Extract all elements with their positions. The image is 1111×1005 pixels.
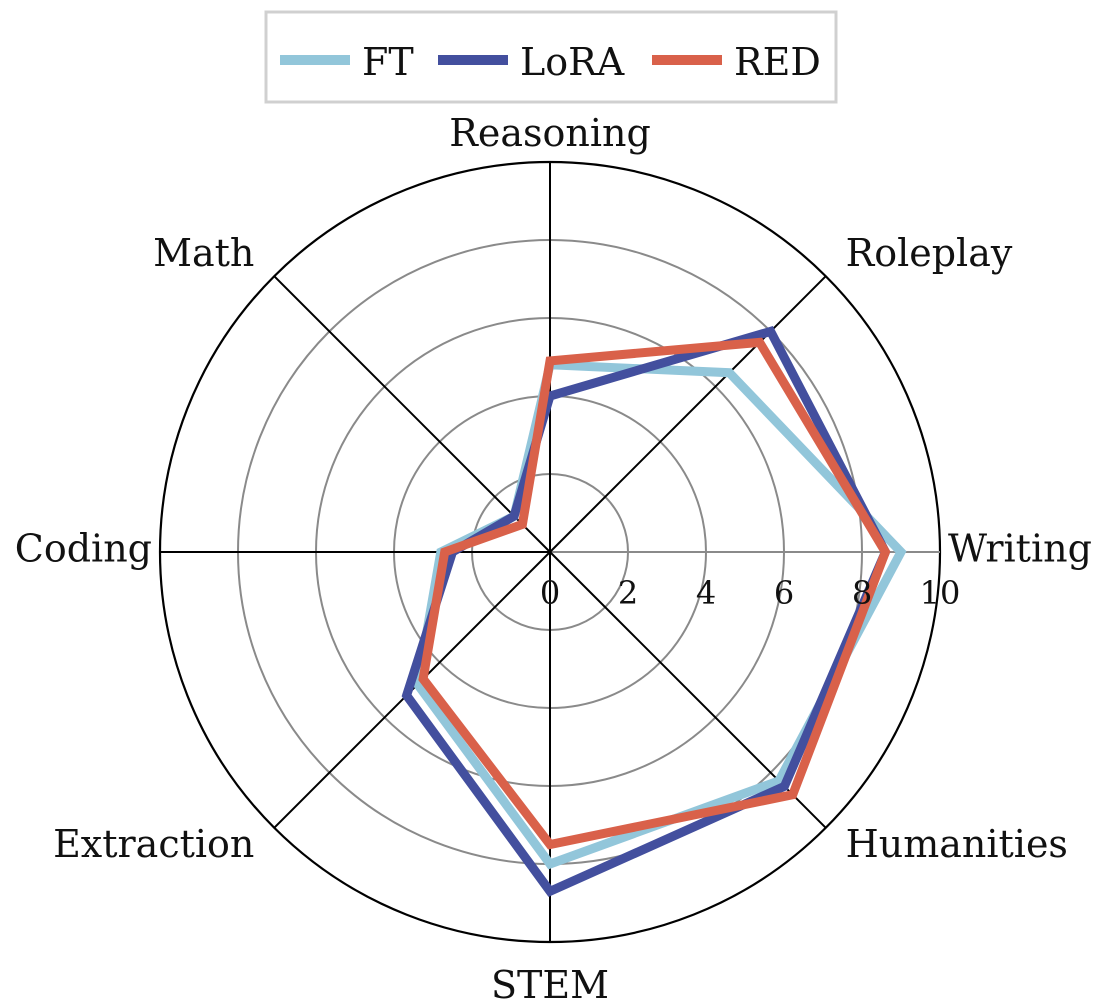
legend-label-red: RED <box>734 40 821 84</box>
legend-label-ft: FT <box>362 40 414 84</box>
axis-label-stem: STEM <box>491 963 609 1005</box>
tick-label-0: 0 <box>540 574 560 612</box>
legend-box <box>264 10 838 104</box>
spoke-roleplay <box>549 275 827 553</box>
series-lines <box>401 326 907 897</box>
legend: FT LoRA RED <box>264 10 838 104</box>
spoke-math <box>273 275 551 553</box>
tick-label-2: 2 <box>618 574 638 612</box>
axis-label-coding: Coding <box>15 527 152 571</box>
tick-label-8: 8 <box>852 574 872 612</box>
axis-label-math: Math <box>153 231 254 275</box>
grid <box>158 160 942 944</box>
axis-label-extraction: Extraction <box>53 822 254 866</box>
tick-label-6: 6 <box>774 574 794 612</box>
axis-label-humanities: Humanities <box>846 822 1068 866</box>
series-lora <box>401 326 891 897</box>
axis-labels: Writing Roleplay Reasoning Math Coding Extrac… <box>15 111 1092 1005</box>
axis-label-reasoning: Reasoning <box>449 111 651 155</box>
tick-label-4: 4 <box>696 574 716 612</box>
tick-label-10: 10 <box>920 574 961 612</box>
axis-label-roleplay: Roleplay <box>846 231 1013 275</box>
axis-label-writing: Writing <box>948 527 1092 571</box>
legend-label-lora: LoRA <box>520 40 625 84</box>
series-red <box>418 337 891 850</box>
